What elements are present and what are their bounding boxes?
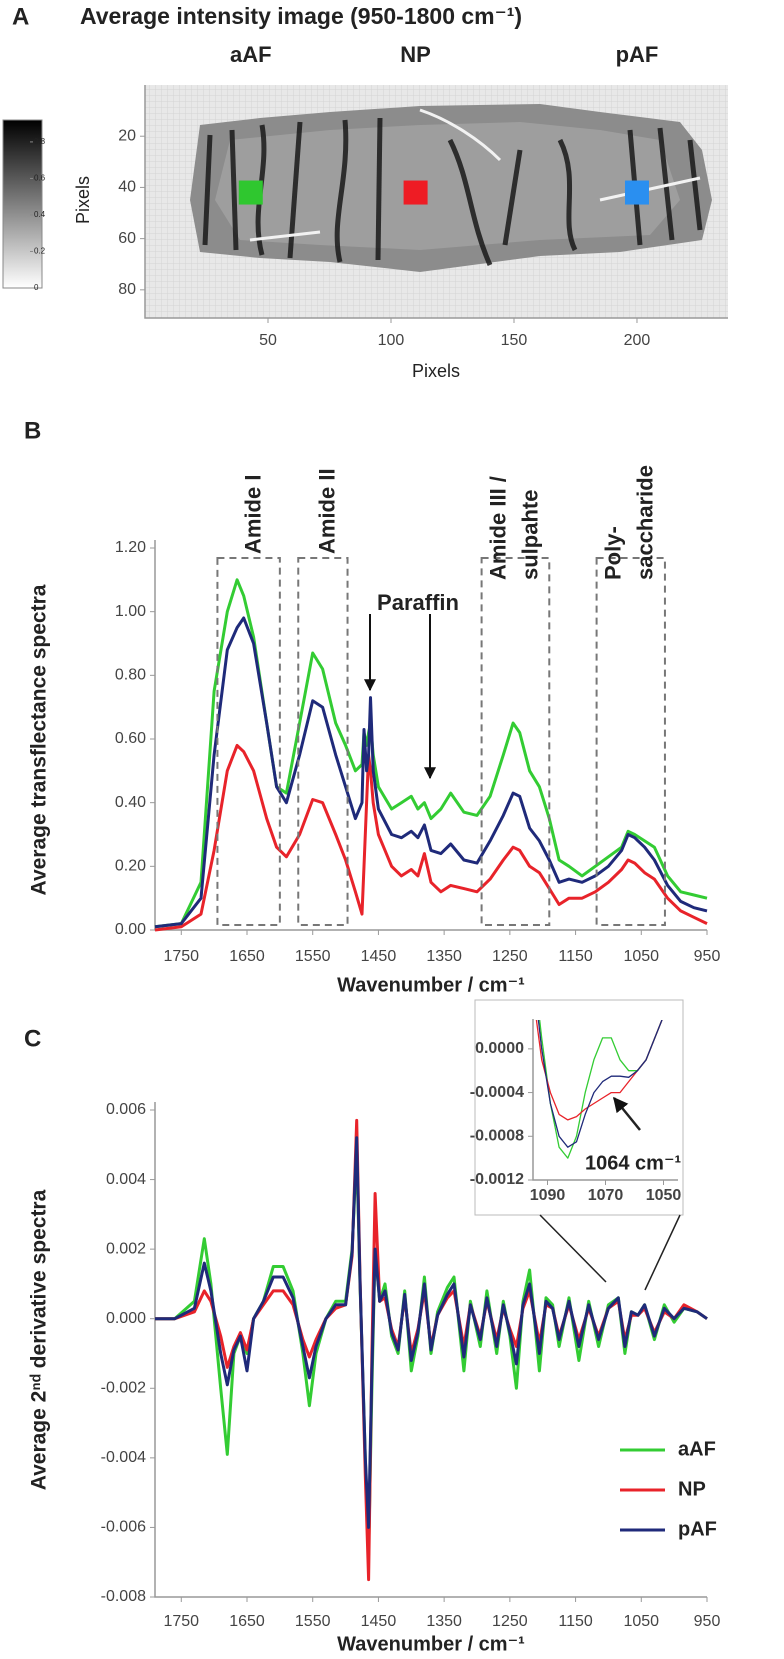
region-marker — [403, 180, 428, 205]
x-tick-label: 1250 — [492, 1613, 528, 1630]
y-tick-label: 0.60 — [115, 730, 146, 747]
x-tick-label: 1350 — [426, 948, 462, 965]
colorbar-tick-label: 0.2 — [34, 247, 46, 256]
panel-letter: B — [24, 417, 41, 444]
x-tick-label: 1150 — [558, 948, 593, 965]
band-label: Amide I — [240, 475, 265, 554]
x-tick-label: 50 — [259, 332, 277, 349]
region-label: pAF — [616, 42, 659, 67]
y-tick-label: 0.006 — [106, 1101, 146, 1118]
x-axis-label: Wavenumber / cm⁻¹ — [337, 1633, 525, 1655]
x-tick-label: 1070 — [588, 1187, 624, 1204]
axis-line — [144, 85, 728, 319]
y-tick-label: 0.00 — [115, 921, 146, 938]
x-tick-label: 1550 — [295, 1613, 331, 1630]
y-tick-label: 20 — [118, 127, 136, 144]
y-tick-label: -0.008 — [101, 1588, 146, 1605]
y-tick-label: 1.00 — [115, 603, 146, 620]
x-tick-label: 1750 — [163, 948, 199, 965]
colorbar-tick-label: 0.4 — [34, 210, 46, 219]
inset-connectors — [539, 1096, 681, 1291]
y-tick-label: 0.000 — [106, 1310, 146, 1327]
y-tick-label: 0.002 — [106, 1240, 146, 1257]
colorbar-tick-label: 0 — [34, 283, 39, 292]
intensity-image — [145, 85, 728, 318]
paraffin-arrows — [364, 614, 436, 780]
y-tick-label: 0.20 — [115, 858, 146, 875]
x-axis-label: Wavenumber / cm⁻¹ — [337, 974, 525, 996]
x-tick-label: 1350 — [426, 1613, 462, 1630]
band-label: sulpahte — [517, 490, 542, 580]
y-tick-label: 60 — [118, 230, 136, 247]
colorbar-tick-label: 0.6 — [34, 174, 46, 183]
chart-title: Average intensity image (950-1800 cm⁻¹) — [80, 3, 522, 29]
band-box — [216, 557, 281, 926]
x-tick-label: 200 — [624, 332, 651, 349]
y-tick-label: -0.0004 — [470, 1084, 524, 1101]
band-label: saccharide — [633, 465, 658, 580]
y-tick-label: -0.0012 — [470, 1171, 524, 1188]
band-box — [480, 557, 551, 926]
y-tick-label: -0.004 — [101, 1449, 146, 1466]
colorbar-tick-label: 0.8 — [34, 137, 46, 146]
series-line — [537, 1020, 663, 1148]
legend-label: pAF — [678, 1518, 717, 1540]
y-axis-label: Pixels — [73, 176, 93, 224]
band-box — [595, 557, 666, 926]
y-tick-label: 80 — [118, 281, 136, 298]
x-tick-label: 1450 — [361, 948, 397, 965]
panel-letter: A — [12, 3, 29, 30]
x-tick-label: 1550 — [295, 948, 331, 965]
y-tick-label: 0.80 — [115, 667, 146, 684]
x-tick-label: 950 — [694, 948, 721, 965]
x-tick-label: 1750 — [163, 1613, 199, 1630]
x-tick-label: 1050 — [623, 948, 659, 965]
region-marker — [624, 180, 649, 205]
legend-label: aAF — [678, 1438, 716, 1460]
x-tick-label: 100 — [378, 332, 405, 349]
y-tick-label: 0.0000 — [475, 1040, 524, 1057]
band-label: Amide III / — [485, 476, 510, 580]
x-tick-label: 1150 — [558, 1613, 593, 1630]
inset-annotation: 1064 cm⁻¹ — [585, 1152, 682, 1174]
annotation: Paraffin — [377, 590, 459, 615]
x-tick-label: 1090 — [530, 1187, 566, 1204]
y-tick-label: 0.40 — [115, 794, 146, 811]
x-axis-label: Pixels — [412, 361, 460, 381]
y-tick-label: 40 — [118, 179, 136, 196]
x-tick-label: 150 — [501, 332, 528, 349]
x-tick-label: 1650 — [229, 948, 265, 965]
y-axis-label: Average 2ⁿᵈ derivative spectra — [28, 1189, 51, 1490]
band-label: Poly- — [601, 526, 626, 580]
inset-frame — [474, 999, 684, 1216]
x-tick-label: 1050 — [646, 1187, 682, 1204]
region-label: aAF — [230, 42, 272, 67]
colorbar — [2, 119, 43, 289]
x-tick-label: 1250 — [492, 948, 528, 965]
legend-label: NP — [678, 1478, 706, 1500]
series-line — [155, 1136, 708, 1529]
x-tick-label: 1050 — [623, 1613, 659, 1630]
band-box — [297, 557, 349, 926]
region-label: NP — [400, 42, 431, 67]
y-tick-label: 0.004 — [106, 1171, 146, 1188]
band-label: Amide II — [315, 468, 340, 554]
panel-letter: C — [24, 1025, 41, 1052]
y-tick-label: -0.002 — [101, 1380, 146, 1397]
x-tick-label: 1450 — [361, 1613, 397, 1630]
series-line — [154, 743, 708, 932]
series-line — [154, 616, 708, 929]
y-axis-label: Average transflectance spectra — [28, 584, 51, 895]
x-tick-label: 1650 — [229, 1613, 265, 1630]
y-tick-label: -0.0008 — [470, 1128, 524, 1145]
y-tick-label: -0.006 — [101, 1519, 146, 1536]
x-tick-label: 950 — [694, 1613, 721, 1630]
y-tick-label: 1.20 — [115, 539, 146, 556]
region-marker — [238, 180, 263, 205]
